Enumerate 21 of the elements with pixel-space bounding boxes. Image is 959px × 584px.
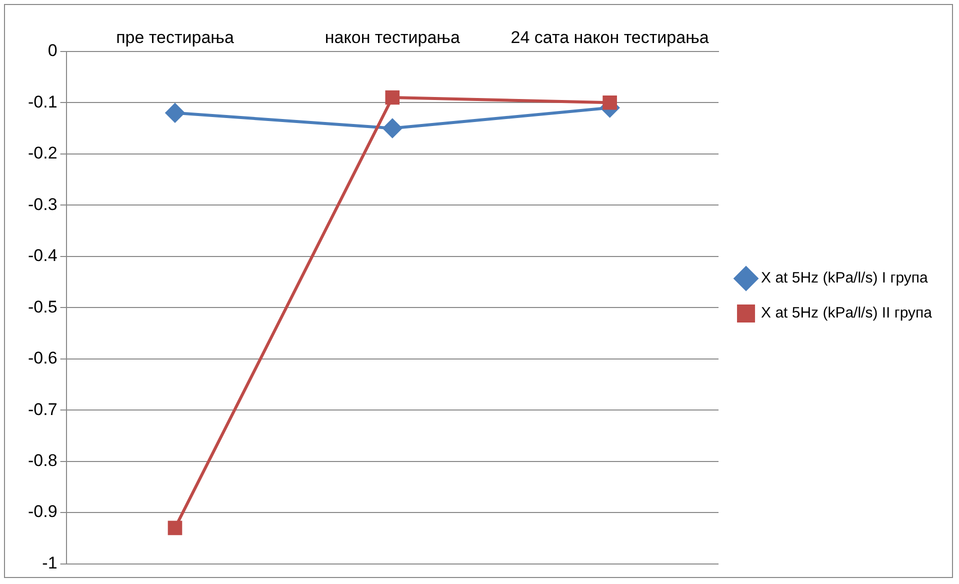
y-tick-label: 0	[48, 41, 58, 60]
point	[602, 95, 617, 110]
y-tick-label: -0.8	[28, 451, 58, 470]
point	[385, 90, 400, 105]
point	[382, 118, 402, 138]
y-tick-label: -0.9	[28, 502, 58, 522]
x-tick-label: 24 сата након тестирања	[510, 28, 710, 47]
y-tick-label: -0.1	[28, 92, 58, 112]
y-tick-label: -0.6	[28, 348, 58, 368]
y-tick-label: -0.4	[28, 246, 58, 266]
y-tick-label: -0.7	[28, 400, 58, 419]
legend-label: X at 5Hz (kPa/l/s) I група	[761, 270, 928, 287]
x-tick-label: након тестирања	[324, 28, 460, 47]
y-tick-label: -0.5	[28, 297, 58, 316]
y-tick-label: -0.3	[28, 194, 58, 214]
point	[168, 520, 182, 536]
legend-label: X at 5Hz (kPa/l/s) II група	[761, 304, 933, 322]
y-tick-label: -1	[42, 553, 58, 572]
point	[166, 103, 184, 122]
y-tick-label: -0.2	[28, 144, 58, 163]
x-tick-label: пре тестирања	[116, 28, 234, 47]
